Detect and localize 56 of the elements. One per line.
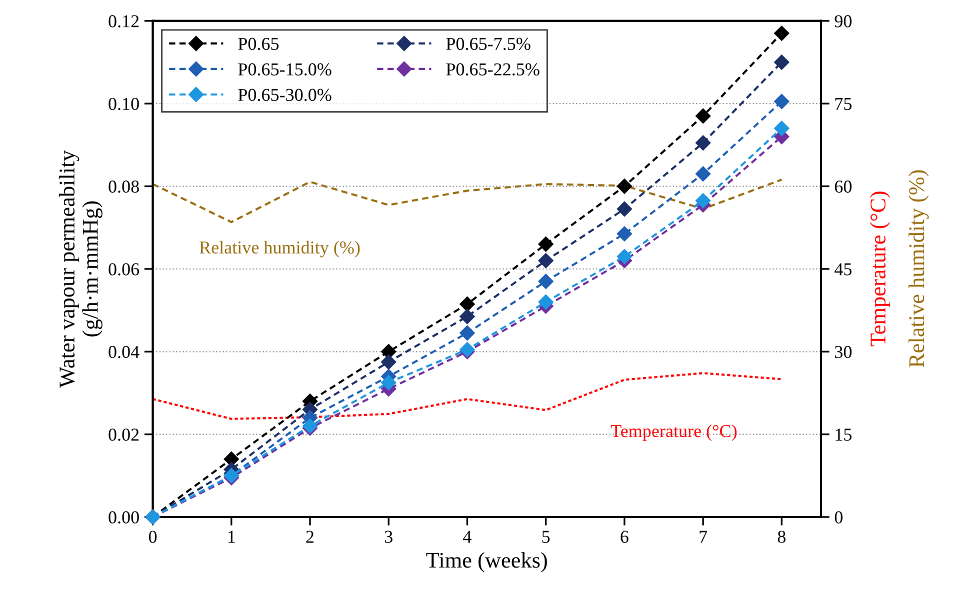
y2-tick-label: 75	[835, 98, 852, 110]
y-tick-label: 0.06	[108, 263, 140, 276]
y2-tick-label: 0	[834, 511, 843, 524]
legend-label: P0.65-7.5%	[446, 38, 530, 50]
y-tick-label: 0.12	[108, 15, 139, 28]
annotation: Relative humidity (%)	[200, 240, 360, 258]
point	[381, 375, 396, 390]
y-tick-label: 0.02	[108, 428, 139, 441]
point	[381, 354, 396, 370]
legend-label: P0.65-15.0%	[238, 63, 332, 76]
legend-label: P0.65-22.5%	[446, 63, 540, 76]
x-tick-label: 6	[620, 530, 628, 543]
y-tick-label: 0.04	[108, 346, 140, 358]
line-series	[152, 178, 783, 224]
point	[616, 248, 632, 264]
point	[774, 94, 790, 110]
annotation: Temperature (°C)	[610, 424, 737, 441]
legend-label: P0.65-30.0%	[238, 88, 332, 102]
point	[538, 253, 554, 268]
y-tick-label: 0.00	[108, 511, 139, 524]
point	[774, 120, 790, 136]
y-tick-label: 0.08	[108, 180, 139, 193]
y2-tick-label: 45	[834, 263, 852, 276]
point	[774, 54, 790, 70]
point	[695, 193, 711, 208]
x-tick-label: 0	[148, 530, 157, 543]
x-tick-label: 8	[778, 530, 786, 543]
x-axis-title: Time (weeks)	[426, 552, 547, 572]
point	[538, 236, 554, 252]
y2-tick-label: 90	[834, 15, 852, 28]
text: Relative humidity (%)	[908, 170, 929, 368]
point	[616, 226, 632, 242]
point	[460, 308, 475, 324]
point	[695, 135, 711, 150]
point	[538, 294, 554, 310]
x-tick-label: 5	[542, 530, 550, 543]
x-tick-label: 4	[463, 530, 472, 543]
x-tick-label: 3	[384, 530, 392, 543]
point	[616, 201, 632, 217]
y2-tick-label: 30	[835, 346, 852, 358]
text: Temperature (°C)	[870, 192, 890, 346]
point	[616, 178, 632, 194]
point	[460, 296, 475, 312]
y-axis-title: Water vapour permeability (g/h·m·mmHg)	[58, 150, 102, 388]
point	[774, 26, 790, 41]
y-tick-label: 0.10	[108, 98, 139, 110]
x-tick-label: 7	[700, 530, 708, 543]
point	[538, 274, 554, 289]
point	[695, 166, 711, 182]
point	[695, 108, 711, 124]
legend-label: P0.65	[238, 38, 279, 50]
x-tick-label: 2	[306, 530, 314, 543]
y2-tick-label: 60	[834, 180, 852, 193]
y2-tick-label: 15	[836, 428, 852, 441]
x-tick-label: 1	[228, 530, 235, 543]
point	[460, 325, 475, 341]
